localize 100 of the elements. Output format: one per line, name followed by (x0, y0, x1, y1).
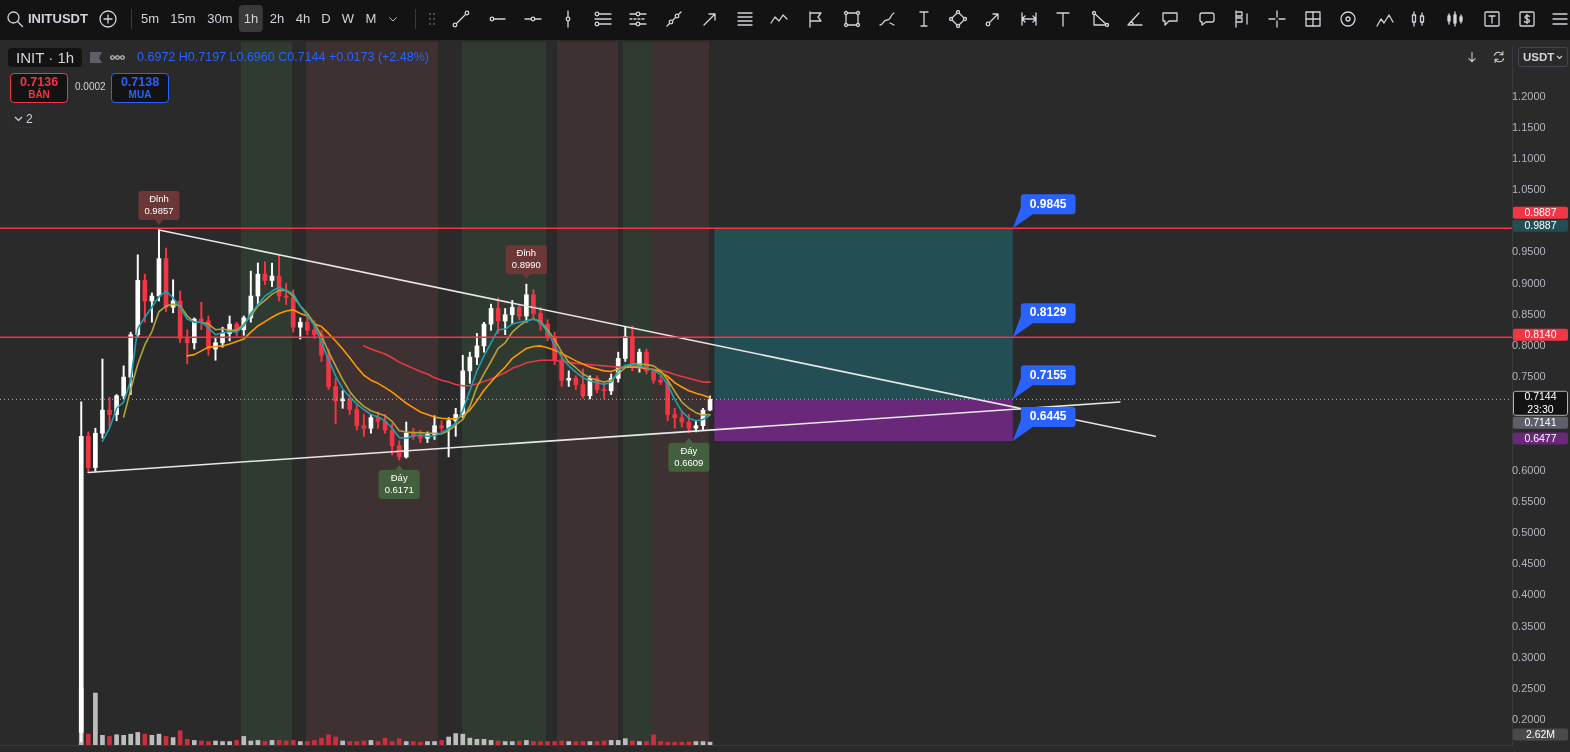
bar (333, 736, 338, 745)
bar (312, 740, 317, 745)
bar (290, 740, 296, 745)
y-tick-label: 1.1000 (1511, 151, 1546, 164)
y-tick-label: 0.3500 (1511, 619, 1546, 632)
bar (566, 741, 572, 745)
bar (100, 734, 105, 745)
bar (665, 741, 671, 745)
text: 0.6477 (1524, 431, 1557, 444)
annotation: INIT · 1h (8, 47, 83, 67)
text: 1h (238, 5, 264, 32)
y-tick-label: 0.9500 (1511, 245, 1546, 258)
y-tick-label: 0.2000 (1511, 713, 1546, 726)
text: 4h (295, 11, 311, 26)
ref-line-label: 0.8140 (1524, 328, 1557, 341)
y-tick-label: 0.4000 (1511, 588, 1546, 601)
y-tick-label: 1.2000 (1511, 89, 1546, 102)
bar (672, 741, 678, 745)
bar (615, 740, 621, 745)
ref-line-label: 0.7144 (1524, 390, 1557, 403)
bar (587, 741, 593, 745)
bar (375, 741, 381, 745)
bar (396, 738, 402, 745)
chart-title: INITUSDT (28, 11, 88, 26)
bar (213, 740, 218, 745)
sell-button: 0.7136 BÁN (10, 73, 68, 103)
annotation: Đáy 0.6171 (384, 472, 414, 496)
bar (524, 740, 529, 745)
bar (630, 740, 635, 745)
bar (262, 741, 268, 745)
text: 2.62M (1525, 727, 1556, 740)
toggle-button: 2 (8, 110, 39, 128)
annotation: MUA (128, 89, 152, 101)
bar (248, 740, 254, 745)
bar (439, 740, 444, 745)
bar (580, 741, 586, 745)
y-tick-label: 0.2500 (1511, 681, 1546, 694)
bar (418, 741, 423, 745)
annotation: 0.9845 (1029, 196, 1067, 211)
bar (220, 741, 225, 745)
y-tick-label: 0.8500 (1511, 307, 1546, 320)
bar (135, 732, 141, 745)
text: 23:30 (1527, 402, 1554, 415)
text: 0.7141 (1524, 416, 1557, 429)
annotation: BÁN (28, 89, 50, 101)
y-tick-label: 0.9000 (1511, 276, 1546, 289)
annotation: Đỉnh 0.9857 (144, 193, 174, 217)
bar (326, 734, 331, 745)
text: 0.9887 (1524, 219, 1557, 232)
bar (502, 741, 508, 745)
bar (403, 741, 409, 745)
bar (637, 741, 642, 745)
currency-dropdown: USDT (1518, 47, 1569, 67)
bar (644, 741, 649, 745)
bar (121, 734, 126, 745)
bar (622, 738, 628, 745)
bar (516, 740, 522, 745)
bar (297, 741, 303, 745)
text: 30m (207, 11, 233, 26)
bar (340, 740, 345, 745)
bar (191, 740, 197, 745)
bar (658, 741, 663, 745)
bar (128, 733, 134, 745)
annotation: Đỉnh 0.8990 (511, 247, 541, 271)
annotation: Đáy 0.6609 (674, 444, 704, 468)
bar (234, 740, 240, 745)
text: W (341, 11, 355, 26)
bar (538, 741, 543, 745)
annotation: 0.6445 (1029, 409, 1067, 424)
text: D (321, 11, 331, 26)
bar (184, 738, 190, 745)
bar (411, 741, 416, 745)
bar (693, 741, 699, 745)
bar (446, 736, 451, 745)
bar (559, 740, 565, 745)
y-tick-label: 1.1500 (1511, 120, 1546, 133)
ref-line-label: 0.9887 (1524, 206, 1557, 219)
y-tick-label: 0.5000 (1511, 526, 1546, 539)
bar (319, 737, 324, 745)
annotation: 0.0002 (75, 81, 106, 92)
bar (305, 741, 310, 745)
bar (227, 741, 232, 745)
bar (354, 741, 360, 745)
y-tick-label: 0.5500 (1511, 494, 1546, 507)
text: 2h (269, 11, 285, 26)
annotation: 0.7155 (1029, 367, 1067, 382)
bar (241, 736, 247, 745)
bar (85, 733, 91, 745)
y-tick-label: 0.3000 (1511, 650, 1546, 663)
bar (594, 741, 600, 745)
text: 15m (170, 11, 196, 26)
bar (114, 734, 119, 745)
text: M (365, 11, 377, 26)
bar (700, 741, 706, 745)
bar (389, 741, 395, 745)
y-tick-label: 0.4500 (1511, 557, 1546, 570)
bar (651, 734, 656, 745)
y-tick-label: 0.8000 (1511, 338, 1546, 351)
bar (425, 741, 430, 745)
chart-subtitle: 0.6972 H0.7197 L0.6960 C0.7144 +0.0173 (+2.48%) (137, 50, 429, 64)
